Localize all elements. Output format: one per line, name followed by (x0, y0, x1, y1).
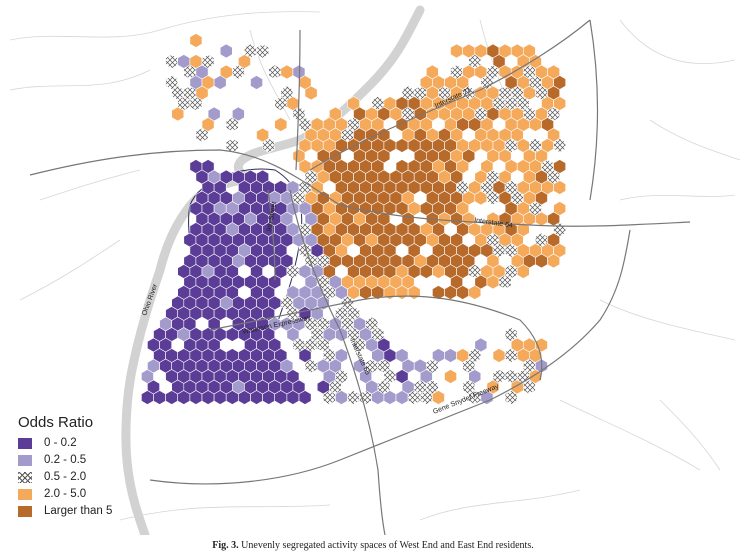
hex-cell (480, 390, 494, 405)
hex-cell (268, 64, 282, 80)
hex-cell (213, 75, 227, 90)
legend-items: 0 - 0.2 0.2 - 0.5 0.5 - 2.0 2.0 - 5.0 Larger… (18, 435, 158, 519)
legend-item: 0 - 0.2 (18, 435, 158, 451)
legend-swatch (18, 505, 32, 517)
major-roads (29, 19, 691, 535)
hex-cell (504, 390, 518, 405)
road-east (589, 19, 599, 201)
hex-cell (347, 390, 360, 405)
hexagon-layer (141, 33, 567, 405)
hex-cell (256, 43, 270, 59)
hex-cell (171, 106, 185, 122)
caption-text: Unevenly segregated activity spaces of W… (241, 540, 534, 551)
road-north (295, 29, 301, 171)
hex-cell (250, 75, 263, 90)
hex-cell (274, 117, 288, 132)
hex-cell (280, 64, 294, 80)
ninth-street-road (267, 189, 276, 281)
hex-cell (189, 33, 203, 48)
legend-label: 0.2 - 0.5 (44, 454, 87, 466)
hex-cell (195, 127, 209, 143)
hex-cell (232, 64, 245, 80)
hex-cell (547, 253, 561, 269)
interstate-71 (309, 19, 591, 171)
hex-cell (225, 117, 239, 132)
caption-prefix: Fig. 3. (212, 540, 239, 551)
hex-cell (444, 369, 457, 384)
interstate-64 (29, 149, 691, 227)
hex-cell (359, 390, 373, 405)
hex-cell (335, 390, 348, 405)
hex-cell (444, 348, 457, 363)
legend-item: 2.0 - 5.0 (18, 486, 158, 502)
hex-cell (553, 180, 567, 195)
hex-cell (468, 285, 482, 300)
waterson-expressway (209, 295, 543, 381)
hex-cell (553, 138, 567, 153)
hex-cell (219, 43, 233, 59)
hex-cell (516, 264, 530, 279)
interstate-65 (289, 189, 386, 535)
legend-swatch (18, 471, 32, 483)
hex-cell (189, 96, 203, 111)
hex-cell (225, 138, 239, 153)
hex-cell (522, 379, 536, 395)
figure-caption: Fig. 3. Unevenly segregated activity spa… (0, 540, 746, 551)
hex-cell (492, 348, 506, 363)
legend-item: Larger than 5 (18, 503, 158, 519)
legend-label: 0 - 0.2 (44, 437, 77, 449)
hex-cell (304, 85, 318, 101)
legend: Odds Ratio 0 - 0.2 0.2 - 0.5 0.5 - 2.0 2.0 … (18, 414, 158, 520)
legend-item: 0.5 - 2.0 (18, 469, 158, 485)
minor-roads (9, 11, 741, 521)
hex-cell (383, 390, 397, 405)
hex-cell (286, 264, 300, 279)
gene-snyder-freeway (149, 229, 631, 485)
activity-space-map: 9th Street Ohio River Waterson Expresswa… (9, 5, 741, 535)
hex-cell (498, 274, 512, 290)
legend-label: 2.0 - 5.0 (44, 488, 87, 500)
hex-cell (165, 390, 178, 405)
legend-label: Larger than 5 (44, 505, 113, 517)
hex-cell (504, 348, 518, 363)
legend-swatch (18, 488, 32, 500)
legend-item: 0.2 - 0.5 (18, 452, 158, 468)
hex-cell (450, 43, 464, 59)
hex-cell (432, 390, 445, 405)
hex-cell (298, 390, 312, 405)
legend-label: 0.5 - 2.0 (44, 471, 87, 483)
legend-swatch (18, 437, 32, 449)
hex-cell (165, 54, 178, 69)
legend-swatch (18, 454, 32, 466)
hex-cell (262, 138, 276, 153)
legend-title: Odds Ratio (18, 414, 94, 431)
